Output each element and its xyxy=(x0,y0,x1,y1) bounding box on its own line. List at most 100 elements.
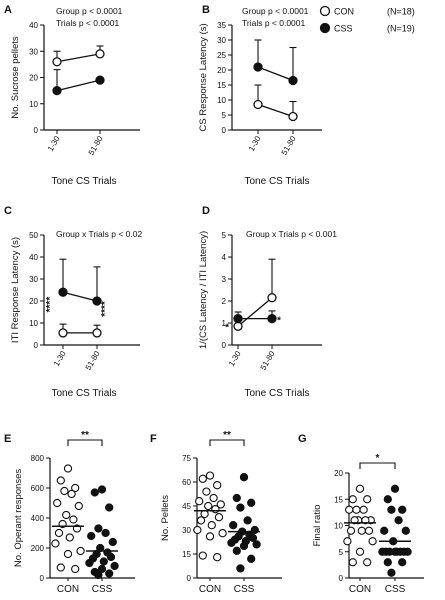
panel-letter-c: C xyxy=(4,205,12,217)
data-point-con-f xyxy=(218,529,227,538)
stat-text-a: Group p < 0.0001 xyxy=(56,6,123,16)
significance-annotation-c: **** xyxy=(45,297,56,313)
data-point-css-f xyxy=(247,554,256,563)
y-tick-label-b: 0 xyxy=(222,126,227,135)
data-point-css-g xyxy=(398,505,407,514)
data-point-css-f xyxy=(229,521,238,530)
x-tick-label-c: 51-80 xyxy=(84,349,102,372)
data-point-con-g xyxy=(345,505,354,514)
x-tick-label-b: 51-80 xyxy=(280,134,298,157)
data-point-css-f xyxy=(248,533,258,543)
y-tick-label-f: 0 xyxy=(187,574,192,583)
data-point-con-g xyxy=(368,537,377,546)
data-point-con-g xyxy=(363,558,372,567)
data-point-con-f xyxy=(213,481,222,490)
data-point-con-f xyxy=(205,471,215,480)
significance-label-e: ** xyxy=(81,430,89,441)
y-tick-label-d: 1 xyxy=(222,319,227,328)
data-point-con-e xyxy=(74,501,83,511)
data-point-con-e xyxy=(67,489,76,499)
panel-g: G 0 5 10 15 20 Final ratio CON CSS * xyxy=(298,433,424,595)
significance-label-f: ** xyxy=(223,430,231,441)
data-point-con-b xyxy=(253,99,263,110)
data-point-con-f xyxy=(193,525,202,535)
data-point-con-e xyxy=(62,510,71,520)
data-point-con-g xyxy=(348,495,357,504)
y-tick-label-d: 3 xyxy=(222,275,227,284)
legend-n-css: (N=19) xyxy=(387,24,415,34)
panel-b: B 0 5 10 15 20 25 30 35 CS Response Latency (s) Gr… xyxy=(198,4,322,187)
data-point-css-g xyxy=(383,558,392,567)
legend-label-css: CSS xyxy=(334,24,353,34)
x-tick-label-a: 1-30 xyxy=(46,134,62,153)
data-point-css-e xyxy=(105,503,114,512)
data-point-con-f xyxy=(213,553,222,562)
y-tick-label-e: 200 xyxy=(31,544,45,553)
data-point-con-g xyxy=(350,516,359,525)
y-tick-label-g: 10 xyxy=(334,522,343,531)
panel-a: A 0 10 20 30 40 No. Sucrose pellets Group p < 0… xyxy=(4,4,140,187)
y-tick-label-e: 800 xyxy=(31,454,45,463)
series-line-css-a xyxy=(56,79,101,92)
x-tick-label-g: CON xyxy=(349,584,371,595)
data-point-css-f xyxy=(227,538,236,547)
y-tick-label-e: 0 xyxy=(40,574,45,583)
y-tick-label-d: 5 xyxy=(222,231,227,240)
data-point-css-e xyxy=(87,531,96,541)
data-point-css-e xyxy=(97,564,107,574)
data-point-css-b xyxy=(253,62,263,72)
y-tick-label-g: 0 xyxy=(339,574,344,583)
data-point-css-e xyxy=(108,537,117,547)
data-point-css-a xyxy=(95,75,105,85)
y-tick-label-f: 75 xyxy=(182,454,191,463)
panel-letter-d: D xyxy=(202,205,210,217)
x-tick-label-d: 51-80 xyxy=(259,349,277,372)
series-line-con-b xyxy=(257,103,294,118)
x-axis-label-a: Tone CS Trials xyxy=(51,176,116,187)
data-point-css-e xyxy=(106,552,116,562)
y-tick-label-g: 20 xyxy=(334,469,343,478)
significance-annotation-d: * xyxy=(277,316,281,327)
y-tick-label-f: 45 xyxy=(182,502,191,511)
data-point-con-f xyxy=(207,521,216,530)
significance-annotation-c: **** xyxy=(100,301,111,317)
data-point-con-g xyxy=(348,558,357,567)
data-point-css-g xyxy=(378,547,387,556)
stat-text-d: Group x Trials p < 0.001 xyxy=(246,229,337,239)
data-point-css-g xyxy=(401,526,410,535)
data-point-css-e xyxy=(110,561,119,571)
data-point-css-f xyxy=(236,564,245,573)
panel-f: F 0 15 30 45 60 75 No. Pellets CON CSS ** xyxy=(150,430,282,595)
data-point-con-g xyxy=(346,526,356,535)
x-axis-label-c: Tone CS Trials xyxy=(51,388,116,399)
y-tick-label-d: 0 xyxy=(222,341,227,350)
data-point-con-g xyxy=(363,495,372,504)
data-point-con-f xyxy=(204,501,213,511)
data-point-con-e xyxy=(71,564,80,574)
data-point-css-f xyxy=(252,540,261,549)
data-point-css-g xyxy=(390,547,400,556)
data-point-css-g xyxy=(403,547,412,556)
data-point-con-f xyxy=(209,493,218,503)
data-point-con-e xyxy=(51,539,60,548)
data-point-con-f xyxy=(195,497,204,506)
data-point-con-d xyxy=(233,321,243,331)
series-line-css-b xyxy=(257,66,294,82)
legend-marker-css xyxy=(319,22,331,34)
data-point-con-e xyxy=(65,533,74,542)
x-tick-label-a: 51-80 xyxy=(87,134,105,157)
data-point-con-c xyxy=(92,328,102,338)
data-point-con-f xyxy=(216,500,225,509)
y-tick-label-f: 15 xyxy=(182,550,191,559)
data-point-con-e xyxy=(76,546,85,556)
y-tick-label-b: 35 xyxy=(217,21,226,30)
x-tick-label-d: 1-30 xyxy=(227,349,243,368)
data-point-con-g xyxy=(352,505,361,514)
data-point-css-g xyxy=(394,516,403,525)
data-point-con-e xyxy=(69,515,78,524)
data-point-css-d xyxy=(267,313,277,324)
y-axis-label-d: 1/(CS Latency / ITI Latency) xyxy=(198,231,209,349)
significance-label-g: * xyxy=(376,453,380,464)
y-tick-label-g: 5 xyxy=(339,548,344,557)
